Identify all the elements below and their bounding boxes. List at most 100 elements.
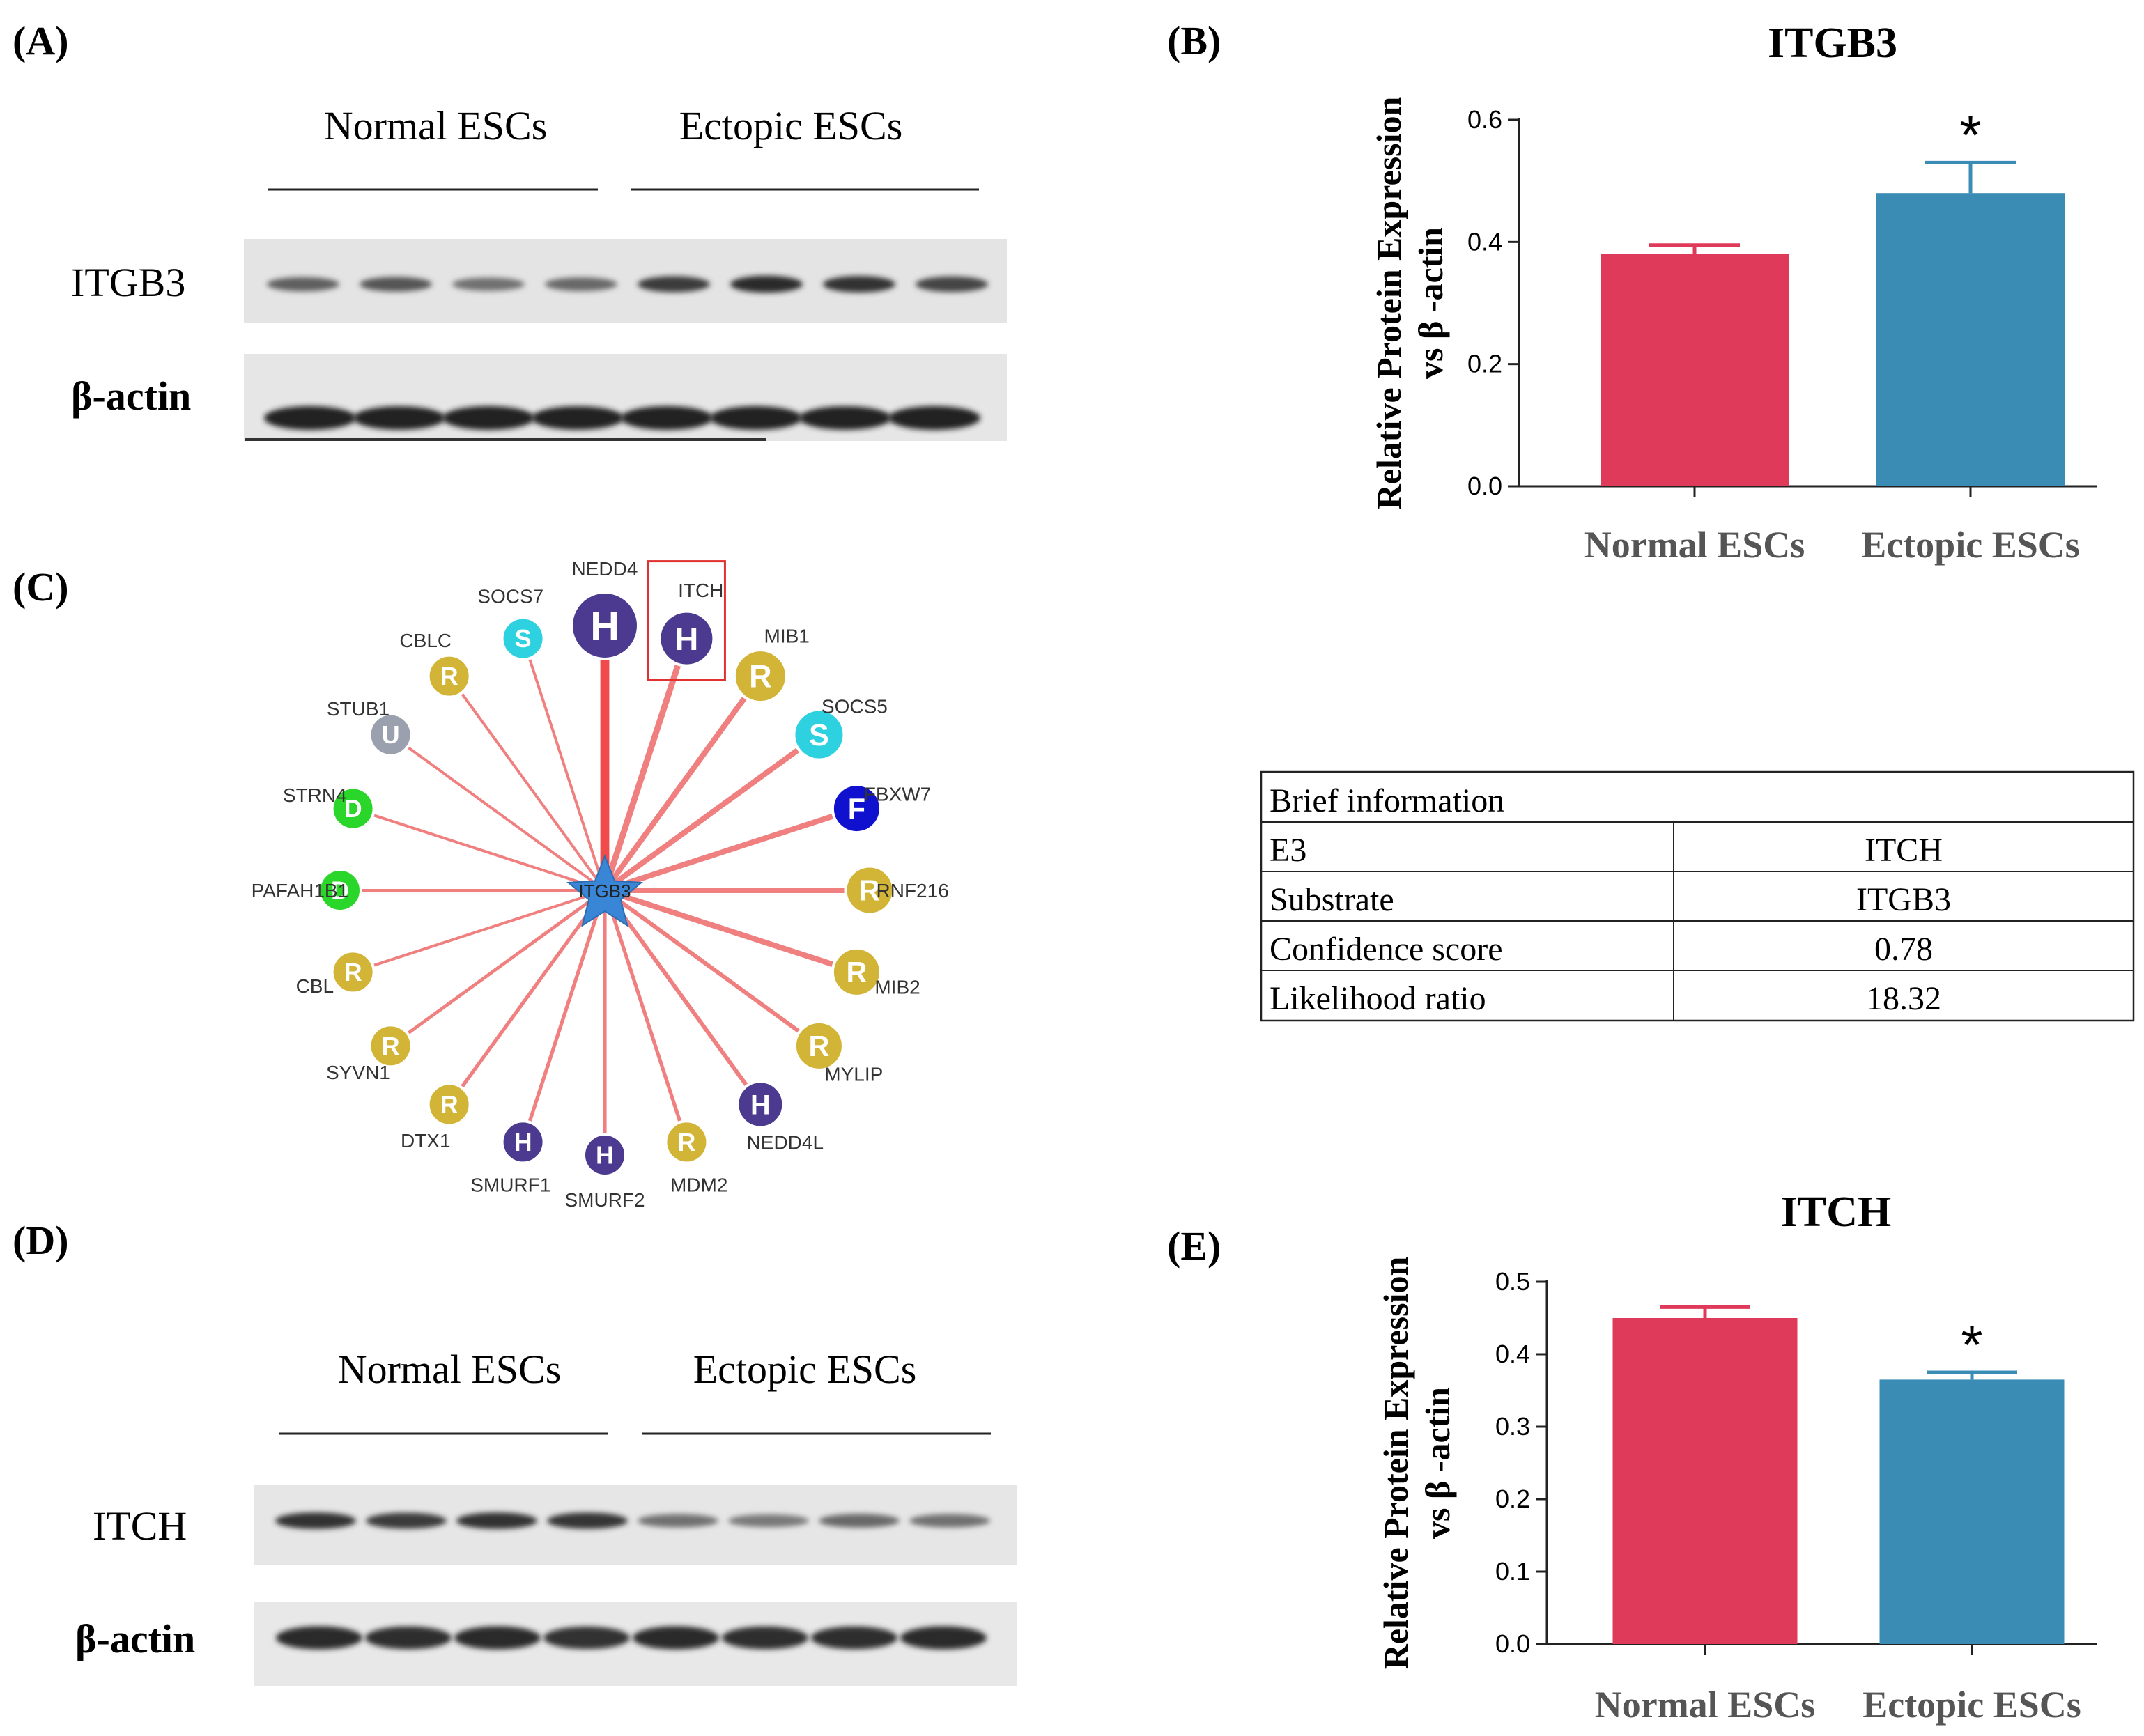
node-circle <box>658 610 716 667</box>
center-star-icon <box>566 854 643 927</box>
blot-band <box>276 1626 362 1650</box>
blot-band <box>547 1512 628 1529</box>
node-name-label: NEDD4L <box>747 1132 824 1154</box>
node-type-letter: R <box>749 658 772 694</box>
network-node: R MIB1 <box>732 626 810 704</box>
network-node: H NEDD4L <box>736 1080 824 1154</box>
blot-membrane-itch <box>254 1485 1017 1565</box>
blot-band <box>819 1514 900 1528</box>
blot-band <box>360 277 432 292</box>
blot-row-label-itgb3: ITGB3 <box>71 260 185 305</box>
brief-info-key: E3 <box>1270 832 1306 869</box>
node-name-label: ITCH <box>678 580 723 601</box>
blot-band <box>638 1514 718 1528</box>
node-type-letter: R <box>382 1032 400 1060</box>
y-tick-label: 0.2 <box>1495 1485 1530 1513</box>
blot-band <box>638 276 710 293</box>
bar <box>1879 1379 2065 1644</box>
y-axis-label-line: Relative Protein Expression <box>1369 97 1408 510</box>
brief-info-value: 18.32 <box>1866 980 1941 1017</box>
blot-membrane-actin <box>254 1602 1017 1686</box>
x-tick-label: Normal ESCs <box>1595 1684 1816 1726</box>
panel-b: (B) ITGB3 Relative Protein Expressionvs β… <box>1167 18 2097 566</box>
y-axis-label-line: Relative Protein Expression <box>1376 1257 1415 1670</box>
node-name-label: PAFAH1B1 <box>252 880 349 901</box>
y-tick-label: 0.4 <box>1467 227 1502 256</box>
node-name-label: SYVN1 <box>326 1062 390 1083</box>
node-name-label: SMURF2 <box>564 1189 645 1211</box>
y-axis-label-line: vs β -actin <box>1418 1387 1457 1539</box>
node-name-label: CBL <box>296 975 334 997</box>
chart-b: ITGB3 Relative Protein Expressionvs β -ac… <box>1369 20 2097 566</box>
bar <box>1612 1318 1798 1644</box>
network-edge <box>520 888 607 1145</box>
y-axis-label: Relative Protein Expressionvs β -actin <box>1369 97 1450 510</box>
y-axis-label-line: vs β -actin <box>1411 227 1450 379</box>
network-edge <box>602 805 860 893</box>
blot-band <box>823 276 895 293</box>
network-node: H ITCH <box>647 560 726 681</box>
blot-band <box>811 1626 897 1650</box>
brief-info-heading: Brief information <box>1270 782 1504 819</box>
group-label-ectopic: Ectopic ESCs <box>693 1347 917 1392</box>
network-edge <box>389 888 607 1048</box>
network-edge <box>447 888 607 1107</box>
y-tick-label: 0.1 <box>1495 1557 1530 1586</box>
blot-band <box>728 1514 809 1528</box>
network-edge <box>603 888 689 1145</box>
y-tick-label: 0.4 <box>1495 1340 1530 1368</box>
network-edge <box>603 888 763 1107</box>
network-node: H SMURF1 <box>470 1119 550 1195</box>
network-node: S SOCS7 <box>477 586 546 661</box>
node-name-label: FBXW7 <box>864 783 931 805</box>
panel-a-label: (A) <box>13 18 69 63</box>
brief-info-border <box>1260 770 2135 1022</box>
node-name-label: STUB1 <box>327 698 390 720</box>
blot-band <box>454 1626 541 1650</box>
node-type-letter: D <box>344 794 362 823</box>
node-type-letter: R <box>859 874 880 906</box>
y-tick-label: 0.6 <box>1467 105 1502 134</box>
blot-band <box>900 1626 987 1650</box>
blot-band <box>730 275 803 293</box>
node-circle <box>368 1023 413 1069</box>
y-tick-label: 0.2 <box>1467 350 1502 378</box>
blot-membrane-actin <box>244 354 1007 441</box>
blot-bands-actin <box>264 405 980 431</box>
node-circle <box>831 946 882 998</box>
blot-band <box>633 1626 719 1650</box>
group-label-normal: Normal ESCs <box>324 103 548 148</box>
panel-e: (E) ITCH Relative Protein Expressionvs β … <box>1167 1188 2097 1726</box>
chart-title: ITCH <box>1781 1188 1891 1236</box>
brief-info-table: Brief information E3 ITCH Substrate ITGB… <box>1260 770 2135 1022</box>
node-type-letter: R <box>440 1090 458 1119</box>
network-edge <box>351 889 606 974</box>
blot-band <box>353 406 445 430</box>
chart-title: ITGB3 <box>1768 20 1897 67</box>
network-node: H NEDD4 <box>570 558 640 660</box>
network-node: R CBL <box>296 950 376 997</box>
node-circle <box>792 708 846 761</box>
node-name-label: NEDD4 <box>572 558 638 580</box>
chart-e: ITCH Relative Protein Expressionvs β -act… <box>1376 1188 2097 1726</box>
node-type-letter: H <box>596 1141 614 1170</box>
network-node: R CBLC <box>399 630 472 699</box>
blot-band <box>267 277 339 292</box>
blot-row-label-itch: ITCH <box>93 1503 187 1549</box>
node-circle <box>500 616 546 661</box>
node-type-letter: R <box>808 1030 829 1062</box>
node-name-label: DTX1 <box>401 1130 451 1152</box>
node-type-letter: H <box>590 604 619 649</box>
node-circle <box>844 865 895 916</box>
node-type-letter: R <box>677 1128 695 1156</box>
node-name-label: MYLIP <box>824 1064 883 1085</box>
node-type-letter: R <box>440 662 458 690</box>
network-edge <box>602 731 822 893</box>
node-name-label: SOCS5 <box>822 695 888 717</box>
blot-band <box>543 1626 630 1650</box>
